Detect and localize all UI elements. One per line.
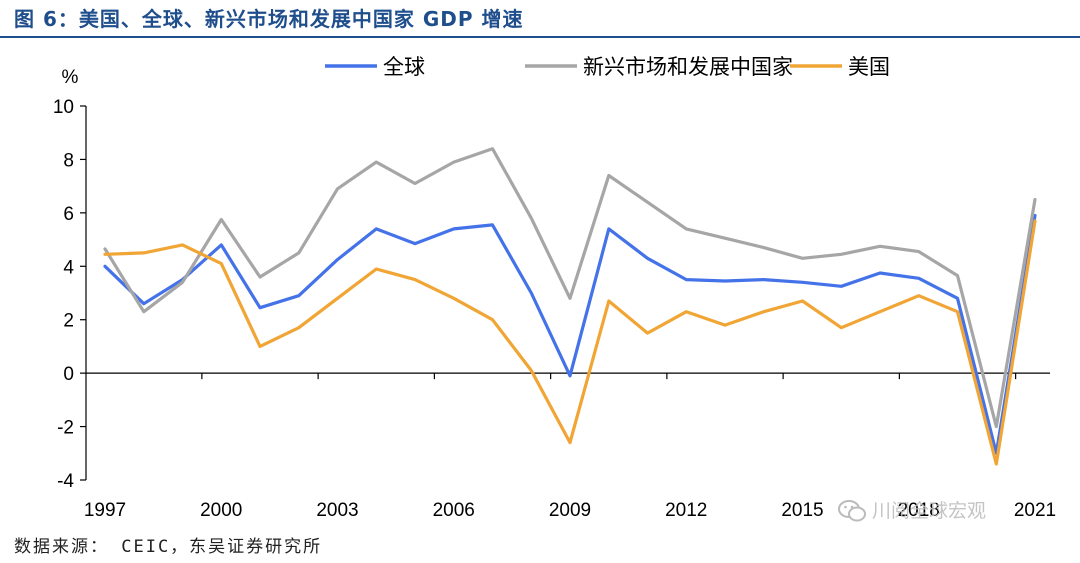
x-tick-label: 2021 [1014, 500, 1056, 521]
series-line [103, 219, 1037, 466]
series-line [103, 213, 1037, 455]
legend-label: 新兴市场和发展中国家 [583, 55, 793, 79]
series-line [103, 147, 1037, 429]
wechat-icon [838, 500, 866, 522]
x-tick-label: 2015 [781, 500, 823, 521]
x-tick-label: 2000 [200, 500, 242, 521]
x-tick-label: 2012 [665, 500, 707, 521]
y-tick-label: 0 [63, 364, 74, 385]
watermark-text: 川阅全球宏观 [872, 500, 987, 522]
y-tick-label: 2 [63, 311, 74, 332]
y-tick-label: 10 [53, 97, 74, 118]
watermark: 川阅全球宏观 [838, 496, 986, 526]
x-tick-label: 2018 [898, 500, 940, 521]
title-divider [0, 36, 1080, 38]
x-tick-label: 2009 [549, 500, 591, 521]
y-unit-label: % [62, 67, 79, 88]
x-tick-label: 2006 [433, 500, 475, 521]
legend-label: 全球 [383, 55, 425, 79]
chart-title: 图 6：美国、全球、新兴市场和发展中国家 GDP 增速 [14, 7, 524, 31]
y-tick-label: -2 [57, 418, 74, 439]
y-tick-label: 4 [63, 257, 74, 278]
y-tick-label: 8 [63, 150, 74, 171]
legend-label: 美国 [848, 55, 890, 79]
gdp-growth-line-chart: -4 -2 0 2 4 6 8 10% 1997 2000 2003 2006 2009 2012 2015… [53, 55, 1056, 521]
y-tick-label: -4 [57, 471, 74, 492]
source-note: 数据来源： CEIC，东吴证券研究所 [14, 537, 323, 557]
x-tick-label: 2003 [316, 500, 358, 521]
y-tick-label: 6 [63, 204, 74, 225]
x-tick-label: 1997 [84, 500, 126, 521]
